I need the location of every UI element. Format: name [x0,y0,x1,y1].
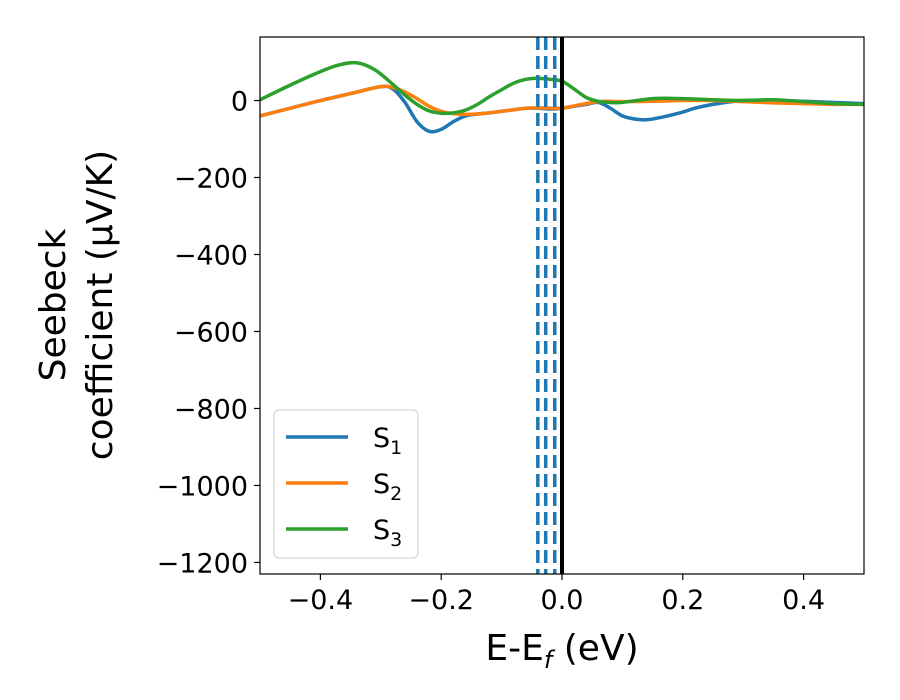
y-tick-label: −200 [174,164,248,195]
legend-items: S1 S2 S3 [286,423,402,551]
legend-label-s3: S3 [373,515,402,551]
x-tick-label: −0.4 [288,585,354,616]
vline-layer [536,37,564,574]
x-axis-label: E-Ef (eV) [485,628,638,674]
y-tick-label: −1200 [157,548,248,579]
y-tick-label: 0 [231,87,248,118]
legend: S1 S2 S3 [273,409,419,559]
x-tick-label: 0.0 [541,585,584,616]
y-tick-label: −800 [174,394,248,425]
legend-label-s1: S1 [373,423,402,459]
y-axis-label: Seebeck coefficient (μV/K) [33,150,121,460]
y-tick-label: −400 [174,240,248,271]
y-axis-label-line1: Seebeck [33,228,74,381]
y-tick-label: −600 [174,317,248,348]
y-tick-label: −1000 [157,471,248,502]
x-tick-label: 0.2 [661,585,704,616]
legend-label-s2: S2 [373,469,402,505]
x-axis-ticks: −0.4 −0.2 0.0 0.2 0.4 [288,574,825,616]
x-tick-label: −0.2 [408,585,474,616]
x-tick-label: 0.4 [782,585,825,616]
y-axis-label-line2: coefficient (μV/K) [80,150,121,460]
y-axis-ticks: 0 −200 −400 −600 −800 −1000 −1200 [157,87,260,579]
series-layer [260,60,864,134]
series-line-s3 [260,60,864,116]
